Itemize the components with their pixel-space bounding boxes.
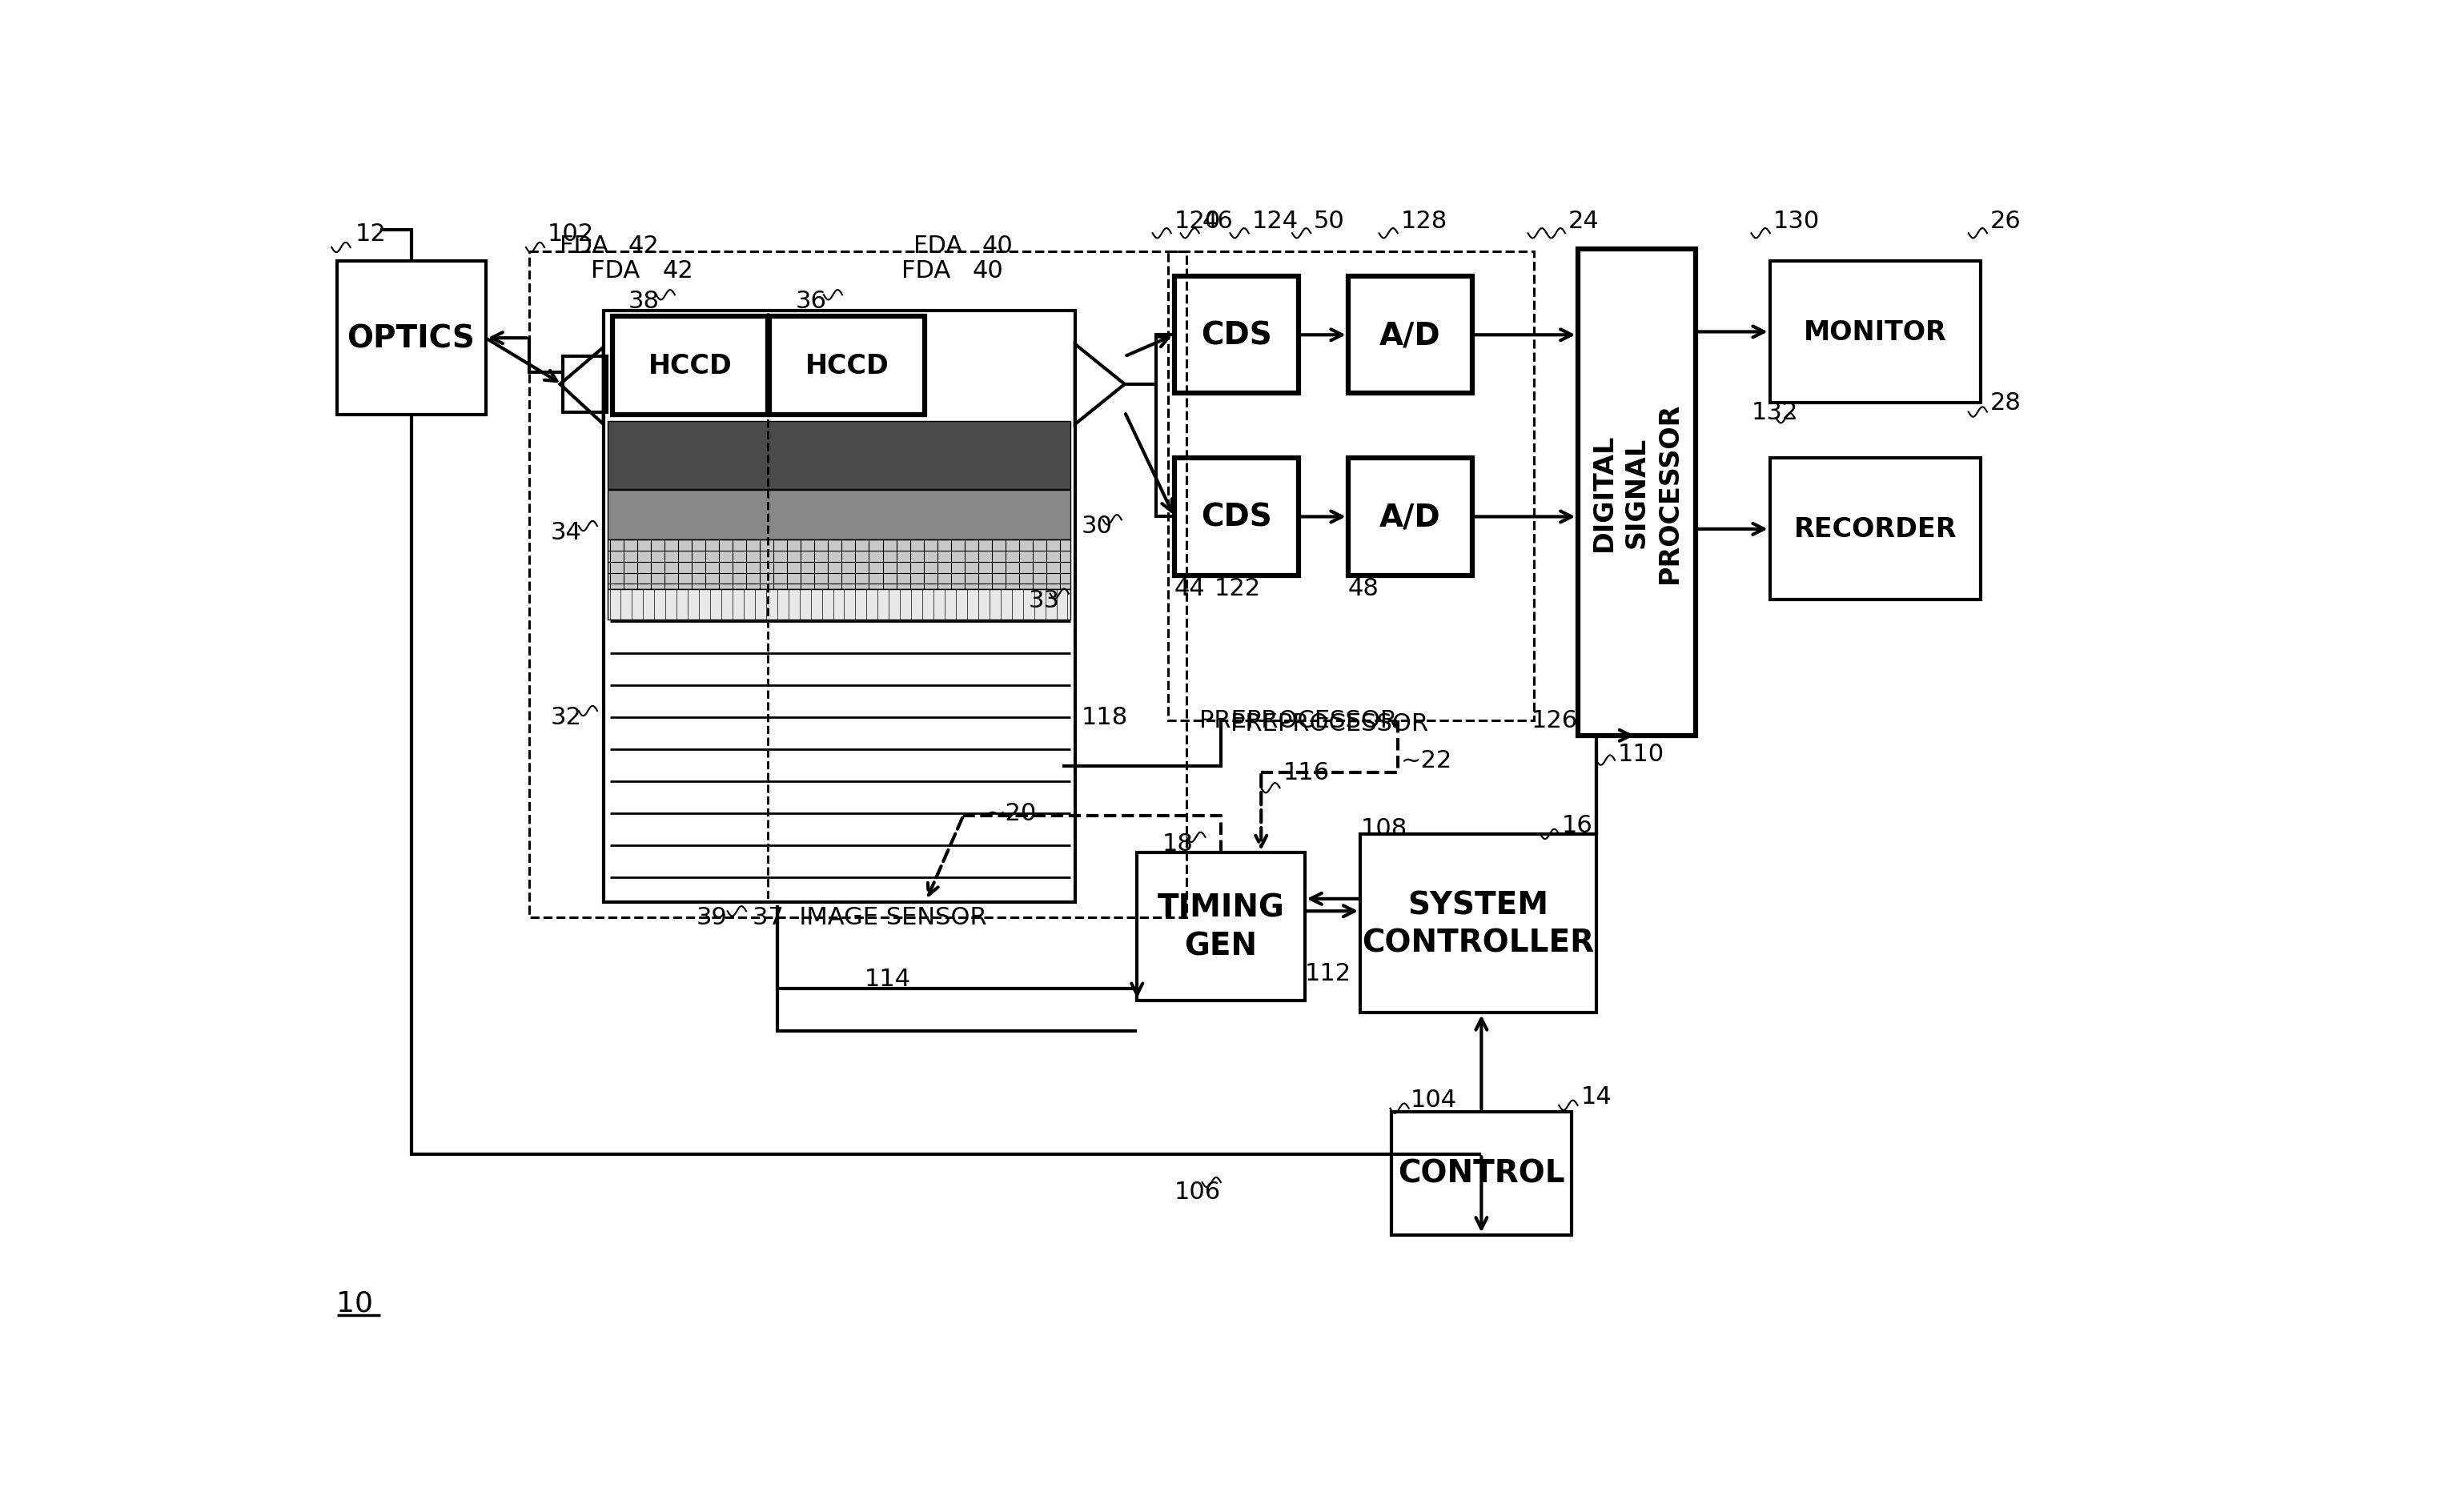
Text: 36: 36 bbox=[795, 290, 826, 313]
Text: CONTROL: CONTROL bbox=[1399, 1158, 1565, 1188]
Text: 46: 46 bbox=[1203, 210, 1232, 233]
Text: 33: 33 bbox=[1029, 588, 1059, 612]
Text: 44: 44 bbox=[1174, 576, 1205, 600]
Text: 106: 106 bbox=[1174, 1179, 1220, 1204]
Text: 14: 14 bbox=[1579, 1084, 1611, 1108]
Text: 18: 18 bbox=[1161, 832, 1193, 856]
Text: 124: 124 bbox=[1252, 210, 1298, 233]
Text: 10: 10 bbox=[337, 1288, 374, 1315]
Bar bbox=[1577, 249, 1694, 736]
Text: PREPROCESSOR: PREPROCESSOR bbox=[1198, 709, 1396, 732]
Text: 104: 104 bbox=[1411, 1087, 1457, 1111]
Text: CDS: CDS bbox=[1200, 502, 1271, 532]
Text: 24: 24 bbox=[1567, 210, 1599, 233]
Text: 102: 102 bbox=[548, 222, 594, 245]
Text: 130: 130 bbox=[1773, 210, 1819, 233]
Text: 28: 28 bbox=[1990, 392, 2022, 414]
Bar bbox=[1169, 253, 1533, 720]
Bar bbox=[609, 422, 1071, 490]
Bar bbox=[1770, 262, 1980, 404]
Text: 108: 108 bbox=[1359, 816, 1406, 839]
Text: 39: 39 bbox=[697, 906, 729, 930]
Text: PREPROCESSOR: PREPROCESSOR bbox=[1230, 712, 1428, 735]
Bar bbox=[614, 318, 768, 416]
Bar bbox=[1347, 458, 1472, 576]
Text: 50: 50 bbox=[1313, 210, 1345, 233]
Text: HCCD: HCCD bbox=[648, 352, 731, 380]
Text: 40: 40 bbox=[983, 234, 1012, 257]
Text: 116: 116 bbox=[1284, 761, 1330, 785]
Bar bbox=[1391, 1111, 1572, 1235]
Bar bbox=[1174, 277, 1298, 395]
Text: 112: 112 bbox=[1306, 962, 1352, 984]
Text: 122: 122 bbox=[1215, 576, 1262, 600]
Text: OPTICS: OPTICS bbox=[347, 324, 474, 354]
Bar bbox=[770, 318, 924, 416]
Text: HCCD: HCCD bbox=[804, 352, 890, 380]
Bar bbox=[562, 357, 606, 413]
Text: 110: 110 bbox=[1619, 742, 1665, 767]
Bar bbox=[609, 590, 1071, 620]
Text: MONITOR: MONITOR bbox=[1804, 319, 1946, 346]
Bar bbox=[1137, 853, 1306, 1001]
Text: 34: 34 bbox=[550, 522, 582, 544]
Bar bbox=[609, 540, 1071, 590]
Bar bbox=[604, 311, 1076, 903]
Text: TIMING
GEN: TIMING GEN bbox=[1156, 892, 1284, 960]
Text: 40: 40 bbox=[973, 259, 1002, 283]
Text: SYSTEM
CONTROLLER: SYSTEM CONTROLLER bbox=[1362, 889, 1594, 957]
Text: 42: 42 bbox=[663, 259, 694, 283]
Text: A/D: A/D bbox=[1379, 502, 1440, 532]
Text: 118: 118 bbox=[1081, 706, 1127, 729]
Text: 114: 114 bbox=[863, 968, 910, 990]
Text: 126: 126 bbox=[1531, 709, 1577, 732]
Bar bbox=[1359, 835, 1597, 1013]
Text: 30: 30 bbox=[1081, 514, 1112, 538]
Text: RECORDER: RECORDER bbox=[1795, 516, 1956, 543]
Bar bbox=[337, 262, 487, 416]
Text: FDA: FDA bbox=[592, 259, 641, 283]
Text: 132: 132 bbox=[1751, 401, 1797, 423]
Text: 37  IMAGE SENSOR: 37 IMAGE SENSOR bbox=[753, 906, 988, 930]
Text: 12: 12 bbox=[355, 222, 386, 245]
Text: FDA: FDA bbox=[560, 234, 609, 257]
Bar bbox=[1770, 458, 1980, 600]
Text: 42: 42 bbox=[628, 234, 660, 257]
Text: 128: 128 bbox=[1401, 210, 1447, 233]
Text: 48: 48 bbox=[1347, 576, 1379, 600]
Text: 16: 16 bbox=[1562, 813, 1594, 836]
Text: 120: 120 bbox=[1174, 210, 1220, 233]
Text: A/D: A/D bbox=[1379, 321, 1440, 351]
Text: FDA: FDA bbox=[914, 234, 963, 257]
Text: 26: 26 bbox=[1990, 210, 2022, 233]
Text: FDA: FDA bbox=[902, 259, 951, 283]
Bar bbox=[528, 253, 1186, 918]
Text: 38: 38 bbox=[628, 290, 660, 313]
Text: DIGITAL
SIGNAL
PROCESSOR: DIGITAL SIGNAL PROCESSOR bbox=[1592, 402, 1682, 584]
Bar bbox=[1347, 277, 1472, 395]
Text: 32: 32 bbox=[550, 706, 582, 729]
Text: ~20: ~20 bbox=[985, 801, 1037, 824]
Bar bbox=[1174, 458, 1298, 576]
Text: CDS: CDS bbox=[1200, 321, 1271, 351]
Bar bbox=[609, 491, 1071, 540]
Text: ~22: ~22 bbox=[1401, 748, 1452, 773]
